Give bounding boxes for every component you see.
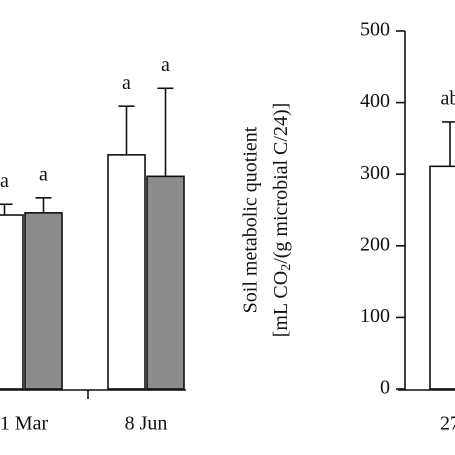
y-axis-label-part: [mL CO [270,271,292,337]
bar-annotation: a [161,54,170,76]
x-tick-label: 8 Jun [125,413,168,435]
bar [24,212,63,390]
y-tick-label: 200 [360,233,390,255]
y-axis-label-part: /(g microbial C/24)] [270,103,292,264]
y-tick-label: 400 [360,90,390,112]
y-axis-label: Soil metabolic quotient [mL CO2/(g micro… [240,103,295,338]
y-tick-label: 0 [380,377,390,399]
y-tick-label: 300 [360,162,390,184]
bar [429,165,455,390]
y-tick-label: 100 [360,305,390,327]
bar [0,214,24,390]
bar [107,154,146,390]
y-axis-label-line2: [mL CO2/(g microbial C/24)] [270,103,295,338]
bar-annotation: a [122,72,131,94]
bar-annotation: a [39,163,48,185]
y-axis-label-sub: 2 [279,264,294,271]
bar-annotation: ab [441,88,455,110]
x-tick-label: 27 [440,413,455,435]
x-tick-label: 1 Mar [0,413,48,435]
y-axis-label-line1: Soil metabolic quotient [240,126,262,313]
bar [146,175,185,390]
y-tick-label: 500 [360,19,390,41]
bar-annotation: a [0,170,9,192]
